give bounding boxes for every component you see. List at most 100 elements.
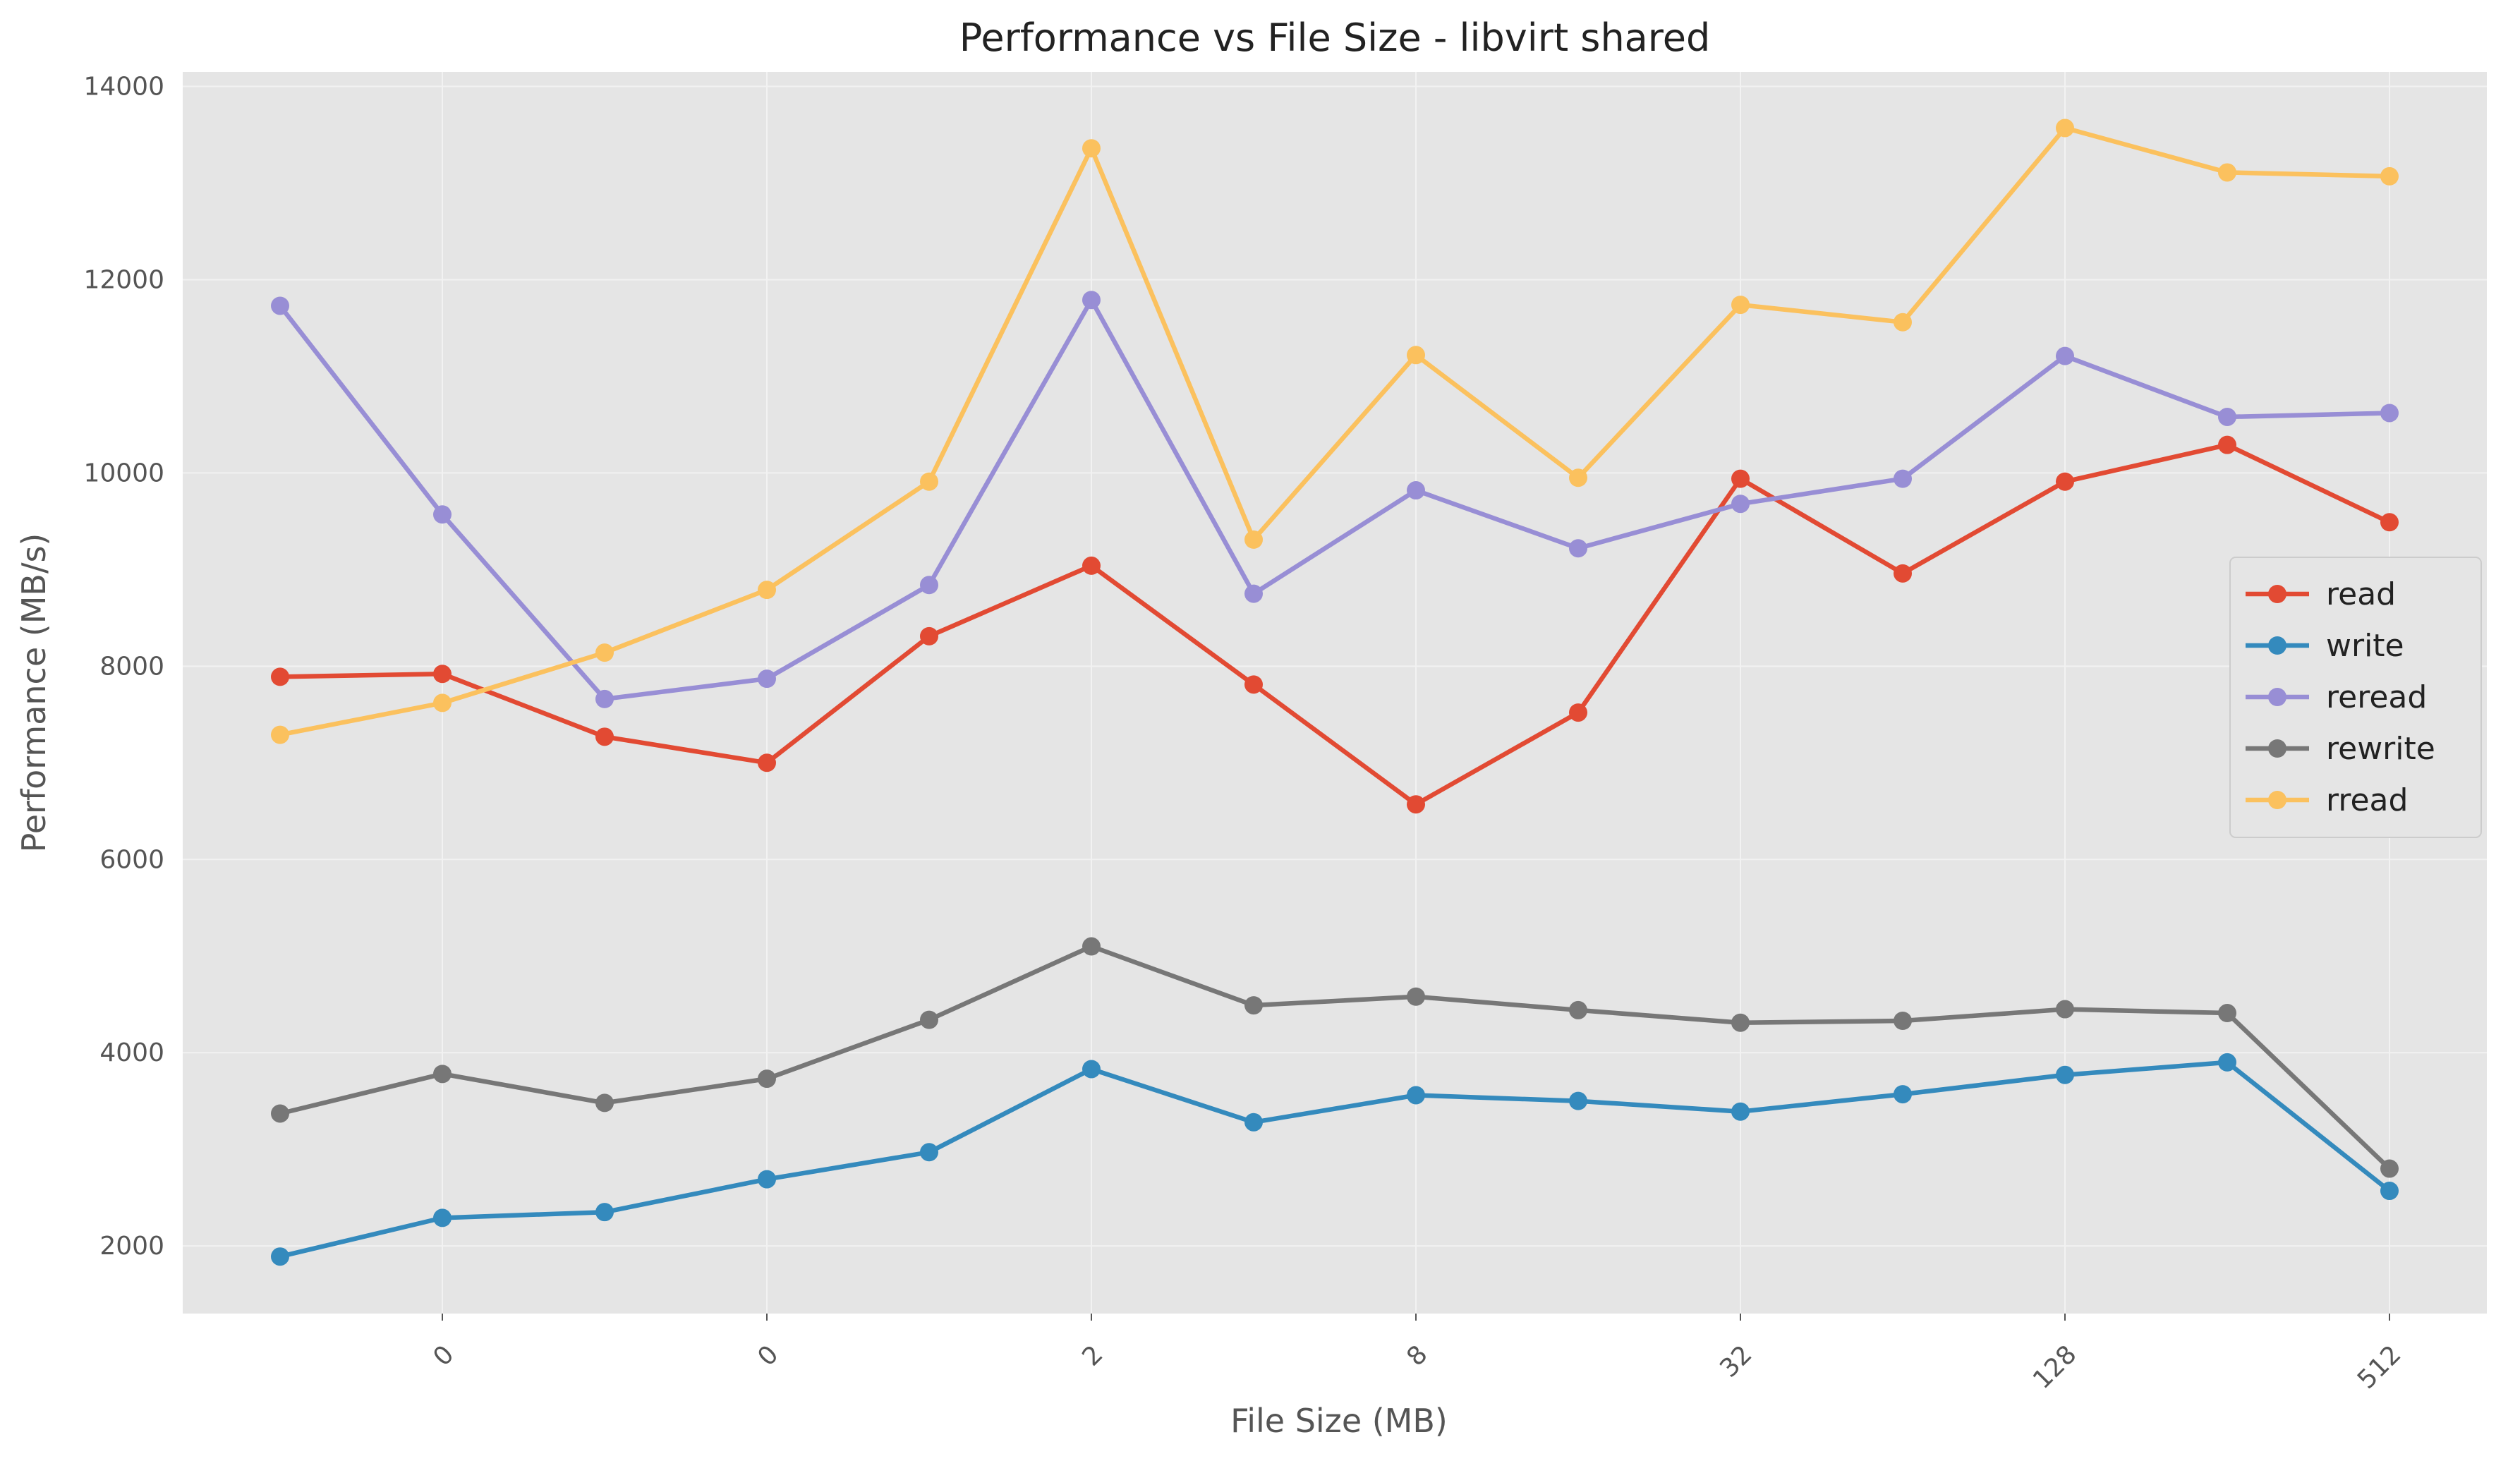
series-rewrite: [271, 937, 2399, 1178]
legend-label: rread: [2326, 782, 2408, 818]
data-point-reread: [1244, 584, 1263, 603]
data-point-reread: [1569, 539, 1587, 558]
data-point-write: [595, 1203, 614, 1222]
data-point-rread: [1082, 139, 1101, 158]
legend-swatch-marker: [2268, 585, 2286, 603]
x-tick-label: 0: [428, 1340, 459, 1371]
series-rread: [271, 119, 2399, 744]
series-line-write: [277, 1060, 2392, 1259]
data-point-read: [595, 727, 614, 746]
y-tick-label: 4000: [99, 1038, 164, 1067]
data-point-write: [920, 1143, 938, 1162]
data-point-read: [2056, 472, 2074, 491]
data-point-write: [1244, 1113, 1263, 1132]
data-point-write: [2218, 1053, 2236, 1072]
data-point-rewrite: [758, 1069, 776, 1089]
data-point-rread: [1569, 468, 1587, 487]
legend-item-rread: rread: [2246, 782, 2408, 818]
legend-swatch-marker: [2268, 636, 2286, 655]
data-point-reread: [271, 296, 289, 315]
x-tick-label: 0: [752, 1340, 784, 1371]
x-tick-label: 128: [2028, 1340, 2083, 1395]
data-point-reread: [920, 576, 938, 595]
data-point-rewrite: [271, 1104, 289, 1123]
data-point-rread: [2056, 119, 2074, 138]
data-point-reread: [2056, 346, 2074, 365]
data-point-write: [2380, 1182, 2399, 1201]
y-tick-label: 14000: [83, 73, 164, 102]
x-tick-label: 2: [1077, 1340, 1108, 1371]
data-point-read: [1894, 564, 1912, 583]
series-line-rewrite: [277, 944, 2392, 1171]
legend-label: rewrite: [2326, 731, 2435, 767]
legend-swatch-marker: [2268, 739, 2286, 758]
x-tick-label: 32: [1714, 1340, 1757, 1383]
legend-item-read: read: [2246, 576, 2396, 612]
data-point-rewrite: [2218, 1004, 2236, 1023]
data-point-rread: [920, 472, 938, 491]
x-tick-label: 8: [1401, 1340, 1433, 1371]
y-tick-label: 12000: [83, 265, 164, 294]
data-point-read: [1731, 469, 1750, 488]
data-point-reread: [595, 689, 614, 708]
data-point-read: [2380, 513, 2399, 532]
series-line-rread: [277, 126, 2392, 737]
data-point-reread: [2218, 407, 2236, 426]
data-point-write: [758, 1170, 776, 1189]
legend-label: read: [2326, 576, 2396, 612]
data-point-rread: [595, 643, 614, 662]
data-point-read: [433, 665, 452, 684]
data-point-rread: [1731, 296, 1750, 315]
data-point-write: [1407, 1086, 1425, 1105]
data-point-rewrite: [1407, 987, 1425, 1006]
data-point-read: [1082, 556, 1101, 575]
y-tick-label: 8000: [99, 652, 164, 681]
data-point-rewrite: [1082, 937, 1101, 956]
data-point-rewrite: [2380, 1159, 2399, 1178]
data-point-reread: [1894, 469, 1912, 488]
data-point-rread: [1244, 530, 1263, 549]
data-point-rread: [758, 581, 776, 600]
data-point-read: [271, 667, 289, 686]
data-point-write: [1569, 1091, 1587, 1110]
data-point-rewrite: [1731, 1013, 1750, 1032]
legend-item-write: write: [2246, 628, 2404, 664]
x-tick-label: 512: [2352, 1340, 2407, 1395]
data-point-rread: [271, 725, 289, 744]
data-point-rread: [2218, 163, 2236, 182]
data-point-reread: [1407, 481, 1425, 500]
data-point-read: [758, 753, 776, 772]
data-point-write: [433, 1208, 452, 1227]
chart-title: Performance vs File Size - libvirt share…: [959, 16, 1711, 60]
data-point-rewrite: [433, 1065, 452, 1084]
data-point-write: [271, 1247, 289, 1266]
data-point-read: [1244, 675, 1263, 694]
data-point-rread: [2380, 166, 2399, 186]
x-axis-label: File Size (MB): [1230, 1402, 1448, 1440]
legend-swatch-marker: [2268, 791, 2286, 809]
data-point-rewrite: [2056, 1000, 2074, 1019]
data-point-rewrite: [1244, 996, 1263, 1015]
legend-item-rewrite: rewrite: [2246, 731, 2435, 767]
series-line-read: [277, 442, 2392, 807]
data-point-write: [2056, 1065, 2074, 1084]
series-layer: [271, 119, 2399, 1266]
legend-item-reread: reread: [2246, 679, 2427, 715]
data-point-read: [1569, 703, 1587, 722]
series-line-reread: [277, 297, 2392, 702]
data-point-rread: [1894, 313, 1912, 332]
data-point-read: [2218, 435, 2236, 454]
data-point-reread: [758, 669, 776, 689]
data-point-reread: [1082, 291, 1101, 310]
legend-swatch-marker: [2268, 688, 2286, 706]
y-tick-label: 2000: [99, 1232, 164, 1261]
data-point-write: [1894, 1085, 1912, 1104]
data-point-read: [920, 626, 938, 645]
legend-label: reread: [2326, 679, 2427, 715]
series-read: [271, 435, 2399, 814]
data-point-reread: [1731, 495, 1750, 514]
y-tick-label: 10000: [83, 459, 164, 487]
data-point-reread: [2380, 404, 2399, 423]
legend: read write reread rewrite rread: [2229, 557, 2482, 838]
